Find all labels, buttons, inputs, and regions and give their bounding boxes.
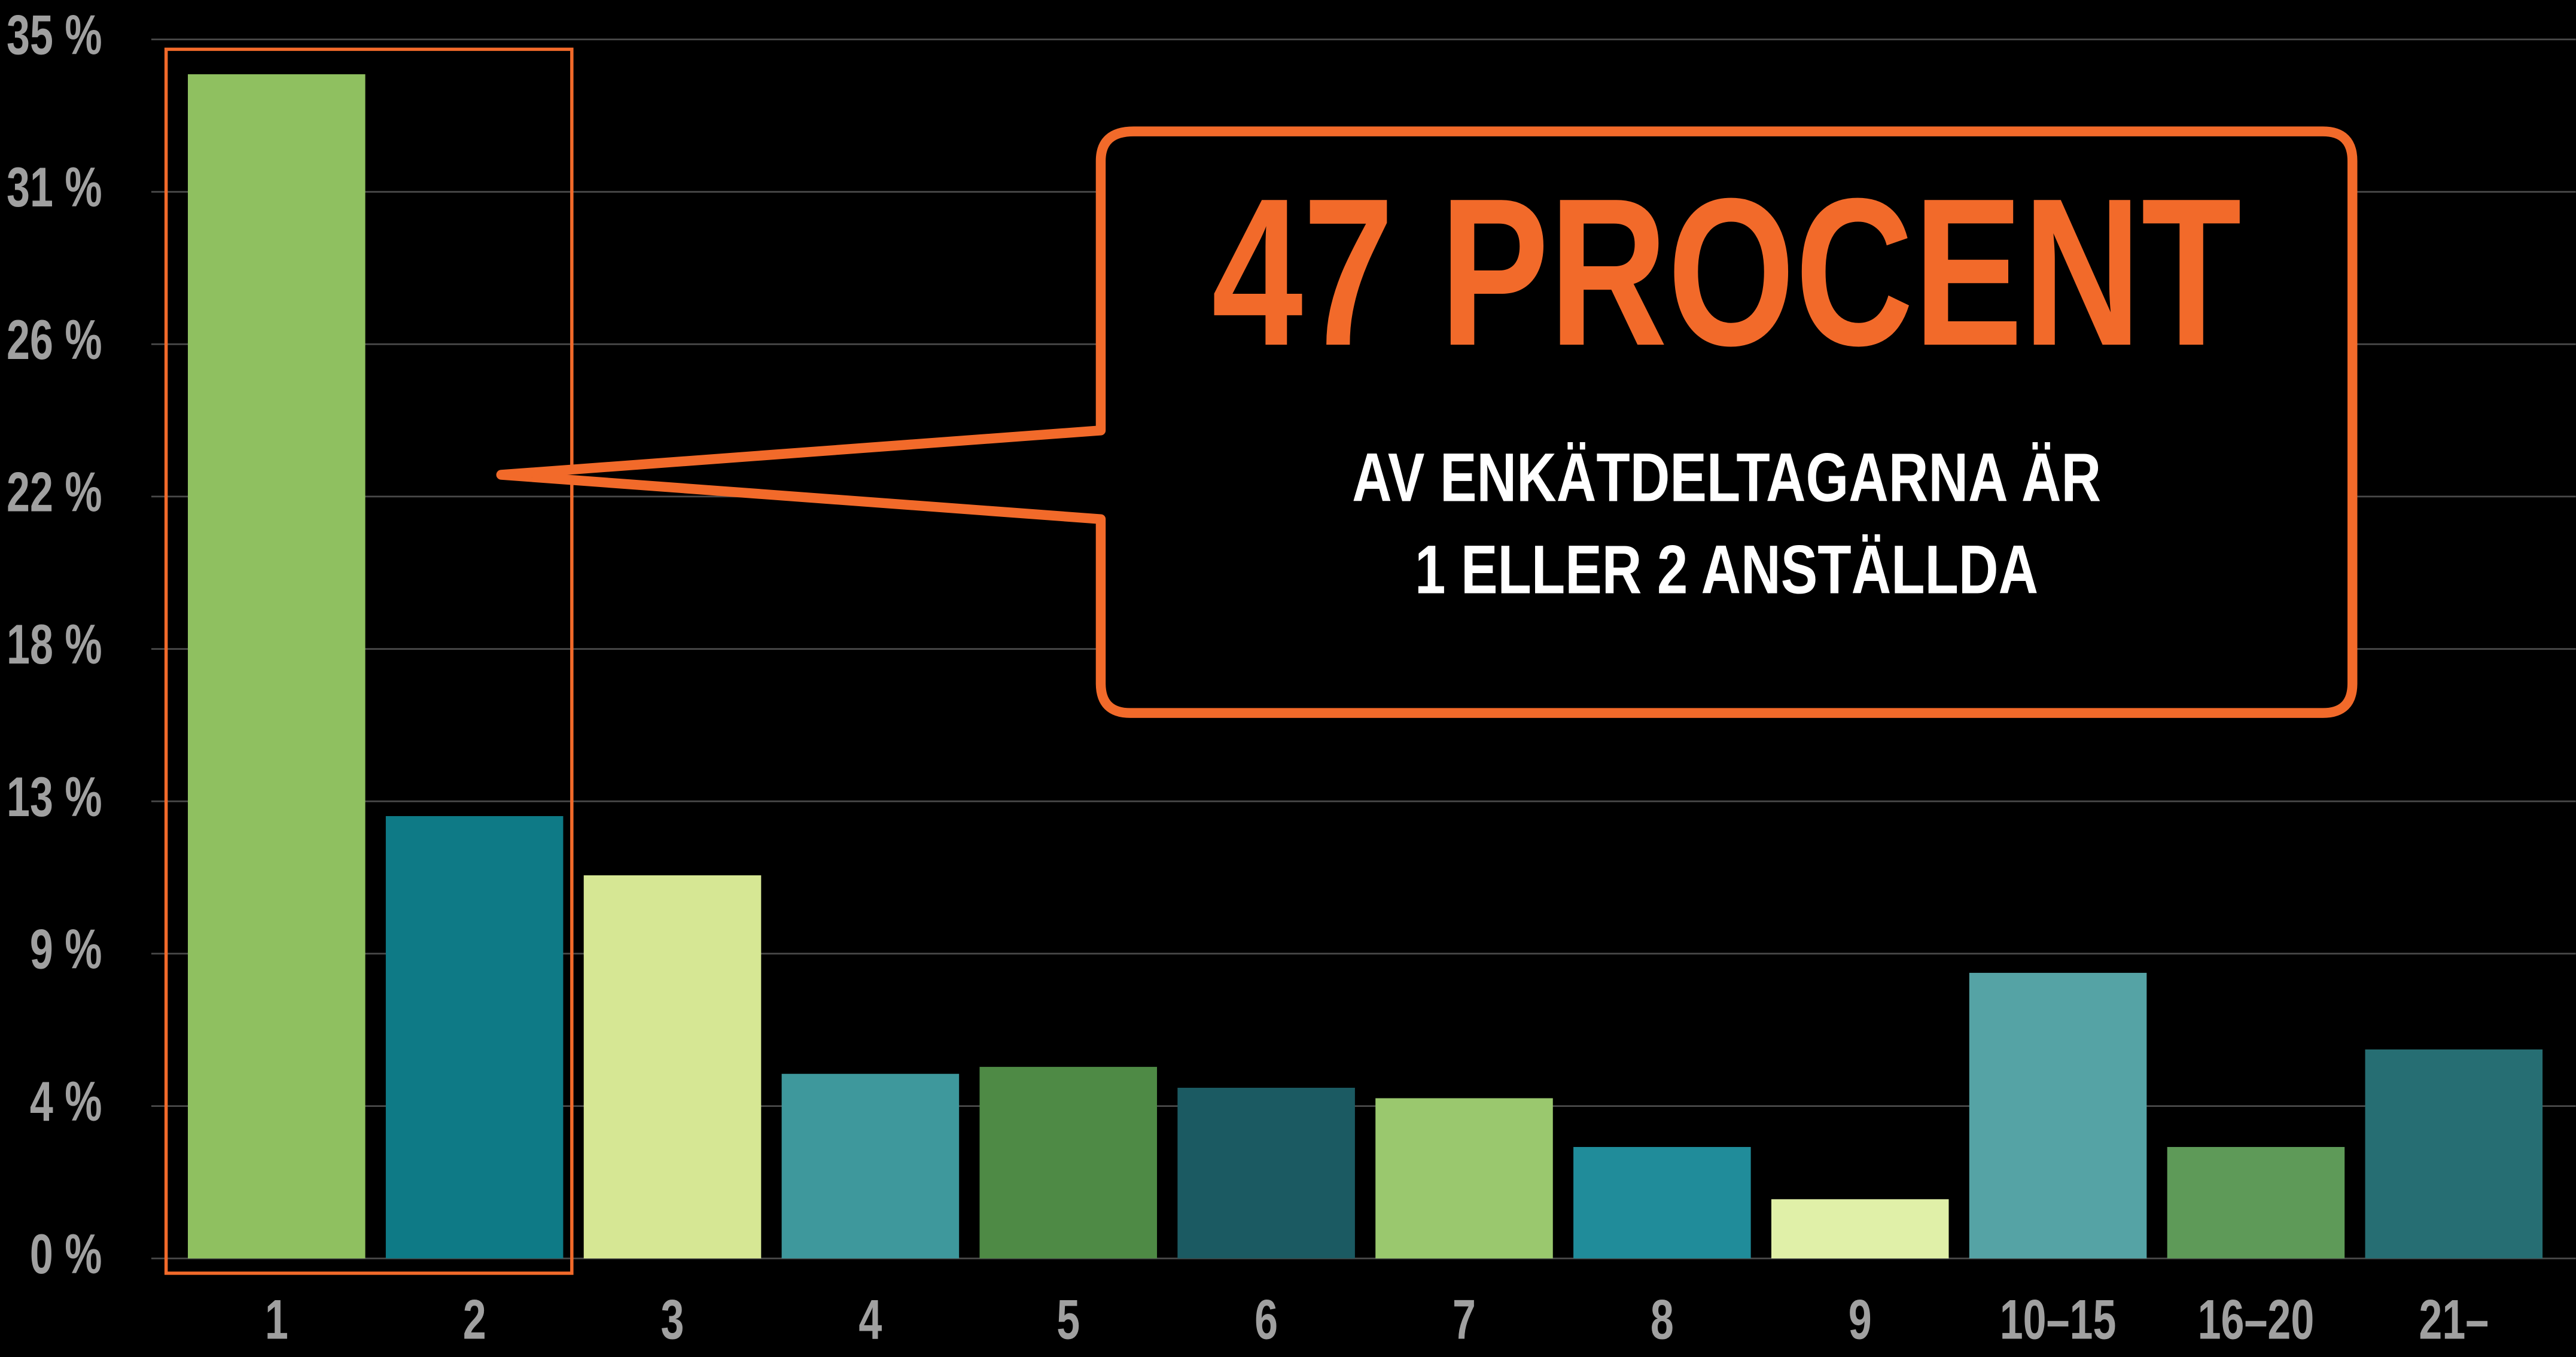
x-tick-label: 4 (858, 1289, 882, 1351)
bars (188, 74, 2543, 1259)
headline: 47 PROCENT (1211, 154, 2241, 390)
bar (583, 875, 762, 1259)
callout (496, 126, 2358, 718)
x-tick-label: 3 (661, 1289, 684, 1351)
x-tick-label: 7 (1453, 1289, 1476, 1351)
x-tick-label: 6 (1254, 1289, 1278, 1351)
x-tick-label: 8 (1651, 1289, 1674, 1351)
y-tick-label: 0 % (30, 1223, 102, 1285)
bar (979, 1067, 1158, 1259)
bar (1771, 1199, 1949, 1259)
x-tick-label: 16–20 (2198, 1289, 2315, 1351)
y-tick-label: 13 % (7, 766, 102, 828)
bar (1573, 1146, 1751, 1259)
y-tick-label: 4 % (30, 1071, 102, 1133)
x-tick-label: 5 (1056, 1289, 1080, 1351)
annotation-line: 1 ELLER 2 ANSTÄLLDA (1415, 531, 2038, 608)
bar (2167, 1146, 2345, 1259)
x-tick-label: 1 (265, 1289, 288, 1351)
highlight-box (164, 47, 574, 1275)
bar (1177, 1088, 1355, 1259)
y-tick-label: 26 % (7, 309, 102, 371)
y-tick-label: 9 % (30, 918, 102, 981)
x-tick-label: 21– (2419, 1289, 2489, 1351)
x-tick-label: 10–15 (2000, 1289, 2117, 1351)
y-tick-label: 18 % (7, 614, 102, 676)
bar (1375, 1098, 1553, 1259)
y-tick-label: 35 % (7, 4, 102, 66)
y-tick-label: 22 % (7, 461, 102, 524)
bar (385, 816, 564, 1259)
x-tick-label: 9 (1849, 1289, 1872, 1351)
x-tick-label: 2 (463, 1289, 486, 1351)
bar (2365, 1049, 2543, 1259)
bar (781, 1073, 960, 1259)
bar (1969, 972, 2147, 1259)
bar (188, 74, 366, 1259)
annotation-line: AV ENKÄTDELTAGARNA ÄR (1352, 439, 2101, 516)
y-tick-label: 31 % (7, 157, 102, 219)
